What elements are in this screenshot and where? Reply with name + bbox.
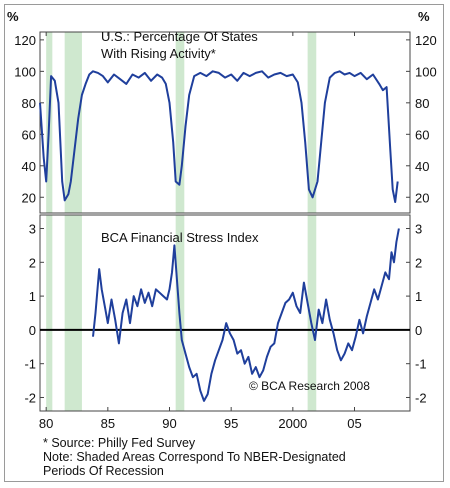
recession-band-top-2 [175, 32, 185, 213]
copyright-annotation: © BCA Research 2008 [249, 379, 370, 393]
bottom-ytick-label-left-1: -1 [24, 357, 36, 372]
xtick-label-0: 80 [39, 416, 53, 431]
bottom-ytick-label-right-3: 1 [415, 289, 422, 304]
notes-block: * Source: Philly Fed Survey Note: Shaded… [43, 436, 346, 478]
top-panel-title-line2: With Rising Activity* [101, 46, 216, 61]
top-ytick-label-left-4: 100 [14, 64, 36, 79]
top-ytick-label-right-0: 20 [415, 190, 429, 205]
bottom-ytick-label-left-0: -2 [24, 390, 36, 405]
bottom-ytick-label-right-1: -1 [415, 357, 427, 372]
top-ytick-label-left-5: 120 [14, 33, 36, 48]
rising-activity-line [39, 70, 399, 203]
bottom-ytick-label-left-3: 1 [29, 289, 36, 304]
bottom-ytick-label-left-4: 2 [29, 255, 36, 270]
bottom-ytick-label-left-2: 0 [29, 323, 36, 338]
xtick-label-2: 90 [162, 416, 176, 431]
bottom-panel: BCA Financial Stress Index © BCA Researc… [39, 214, 411, 412]
xtick-label-1: 85 [101, 416, 115, 431]
top-panel: % % [7, 9, 430, 214]
xtick-label-4: 2000 [278, 416, 307, 431]
top-right-percent-label: % [418, 9, 430, 24]
top-panel-title-line1: U.S.: Percentage Of States [101, 29, 258, 44]
recession-band-bottom-3 [307, 215, 317, 411]
top-left-percent-label: % [7, 9, 19, 24]
chart-frame: % % BCA Financial Stress Index © BCA Res… [4, 4, 444, 482]
recession-band-bottom-1 [64, 215, 82, 411]
top-panel-border [39, 31, 411, 214]
chart-marks: 20 20 40 40 60 60 80 80 100 100 120 120 -2 -2 -1 -1 0 0 1 1… [14, 32, 437, 431]
top-ytick-label-left-2: 60 [22, 127, 36, 142]
recession-band-top-3 [307, 32, 317, 213]
chart-svg: % % BCA Financial Stress Index © BCA Res… [7, 9, 437, 431]
bottom-ytick-label-right-4: 2 [415, 255, 422, 270]
bottom-ytick-label-left-5: 3 [29, 222, 36, 237]
top-ytick-label-left-3: 80 [22, 96, 36, 111]
top-ytick-label-right-3: 80 [415, 96, 429, 111]
bottom-ytick-label-right-5: 3 [415, 222, 422, 237]
xtick-label-3: 95 [224, 416, 238, 431]
bottom-ytick-label-right-2: 0 [415, 323, 422, 338]
bottom-panel-border [39, 214, 411, 412]
top-ytick-label-left-0: 20 [22, 190, 36, 205]
xtick-label-5: 05 [347, 416, 361, 431]
top-ytick-label-left-1: 40 [22, 159, 36, 174]
top-ytick-label-right-5: 120 [415, 33, 437, 48]
recession-note-line1: Note: Shaded Areas Correspond To NBER-De… [43, 450, 346, 464]
source-note: * Source: Philly Fed Survey [43, 436, 196, 450]
stress-index-line [92, 228, 400, 402]
recession-band-bottom-0 [46, 215, 53, 411]
bottom-panel-title: BCA Financial Stress Index [101, 230, 259, 245]
recession-band-top-1 [64, 32, 82, 213]
top-ytick-label-right-1: 40 [415, 159, 429, 174]
recession-note-line2: Periods Of Recession [43, 464, 164, 478]
top-ytick-label-right-4: 100 [415, 64, 437, 79]
recession-bands [46, 32, 317, 411]
top-ytick-label-right-2: 60 [415, 127, 429, 142]
bottom-ytick-label-right-0: -2 [415, 390, 427, 405]
